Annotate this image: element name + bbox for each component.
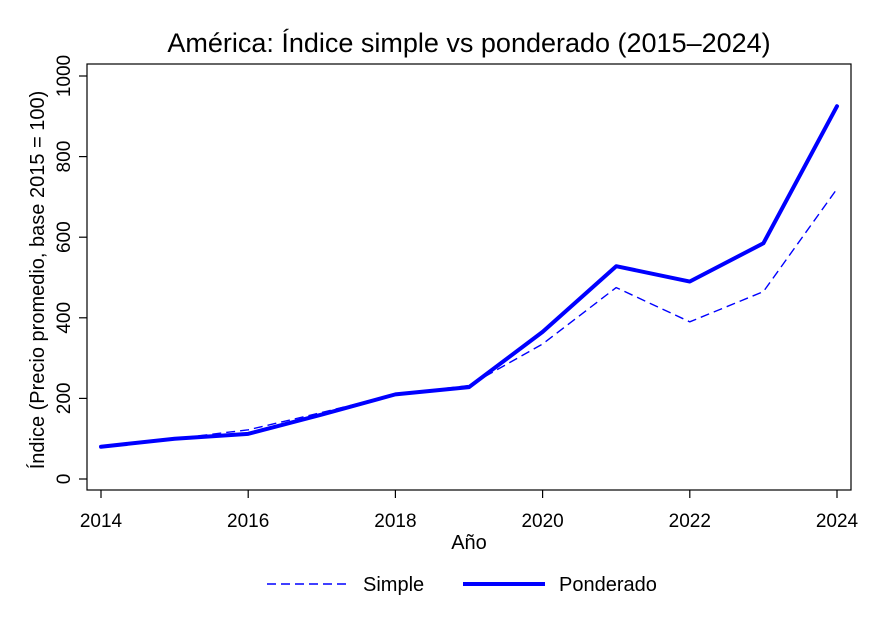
series-line-ponderado: [99, 104, 839, 449]
series-line-simple: [100, 188, 838, 448]
y-tick-label: 600: [54, 221, 75, 253]
y-tick-label: 400: [54, 302, 75, 334]
legend-label-simple: Simple: [363, 574, 424, 596]
y-tick-label: 800: [54, 141, 75, 173]
x-tick-label: 2020: [521, 511, 563, 532]
x-tick-label: 2014: [80, 511, 123, 532]
x-tick-label: 2016: [227, 511, 269, 532]
series-layer: [99, 104, 839, 449]
y-axis-label: Índice (Precio promedio, base 2015 = 100…: [26, 91, 49, 470]
legend: Simple Ponderado: [267, 574, 657, 596]
chart-title: América: Índice simple vs ponderado (201…: [167, 28, 770, 58]
y-tick-label: 1000: [54, 55, 75, 97]
plot-frame: [86, 63, 852, 491]
legend-label-ponderado: Ponderado: [559, 574, 657, 596]
x-tick-label: 2022: [669, 511, 711, 532]
y-tick-label: 200: [54, 383, 75, 415]
y-tick-label: 0: [54, 474, 75, 485]
x-axis: 2014 2016 2018 2020 2022 2024: [80, 490, 859, 532]
y-axis: 0 200 400 600 800 1000: [54, 55, 87, 484]
x-tick-label: 2018: [374, 511, 416, 532]
x-tick-label: 2024: [816, 511, 859, 532]
x-axis-label: Año: [451, 532, 487, 554]
